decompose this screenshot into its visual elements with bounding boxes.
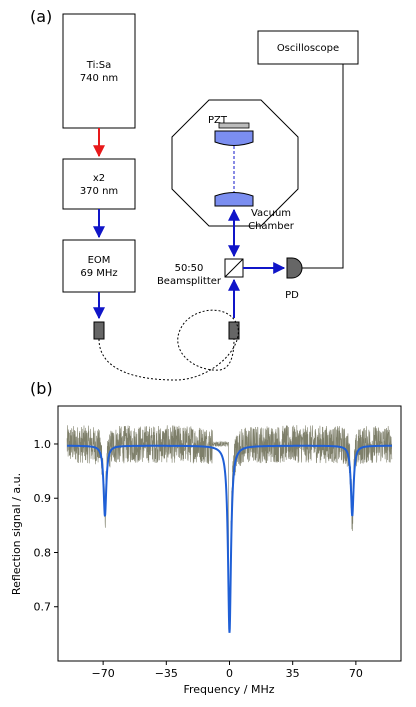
vacuum-chamber [171, 99, 299, 227]
y-tick-label: 0.8 [34, 546, 52, 559]
x-axis-label: Frequency / MHz [183, 683, 274, 696]
oscilloscope-label: Oscilloscope [277, 43, 339, 54]
bottom-cavity-mirror [214, 192, 254, 207]
y-tick-label: 0.9 [34, 492, 52, 505]
beamsplitter-diagonal [224, 258, 244, 278]
eom-box [62, 239, 136, 293]
y-tick-label: 0.7 [34, 601, 52, 614]
x-tick-label: 0 [226, 667, 233, 680]
panel-b-label: (b) [30, 379, 53, 398]
top-cavity-mirror [214, 130, 254, 146]
x-tick-label: 35 [286, 667, 300, 680]
doubler-label: x2 [93, 173, 105, 184]
reflection-plot: −70 −35 0 35 700.70.80.91.0 Frequency / MHz … [10, 405, 402, 696]
chamber-label-line1: Vacuum [251, 208, 291, 219]
fit-series-line [67, 444, 392, 633]
fiber-port-left [93, 321, 105, 340]
x-tick-label: −70 [92, 667, 115, 680]
plot-series [66, 425, 393, 633]
axis-ticks: −70 −35 0 35 70 0.7 0.8 0.9 1.0 [34, 438, 363, 680]
oscilloscope-box [257, 30, 359, 65]
x-tick-label: 70 [349, 667, 363, 680]
x-tick-label: −35 [155, 667, 178, 680]
beamsplitter-label-line1: 50:50 [175, 263, 204, 274]
chamber-label-line2: Chamber [248, 221, 295, 232]
tisa-wavelength: 740 nm [80, 73, 118, 84]
doubler-wavelength: 370 nm [80, 186, 118, 197]
signal-cable [302, 64, 344, 269]
y-axis-label: Reflection signal / a.u. [10, 473, 23, 595]
eom-frequency: 69 MHz [80, 268, 117, 279]
eom-label: EOM [88, 255, 111, 266]
beamsplitter-label-line2: Beamsplitter [157, 276, 222, 287]
y-tick-label: 1.0 [34, 438, 52, 451]
optical-fiber [98, 309, 239, 381]
pzt-actuator [218, 122, 250, 129]
tisa-label: Ti:Sa [86, 60, 111, 71]
panel-a-label: (a) [30, 7, 52, 26]
doubler-box [62, 158, 136, 210]
photodiode [286, 257, 303, 279]
pzt-label: PZT [208, 115, 228, 126]
tisa-laser-box [62, 13, 136, 129]
pd-label: PD [285, 290, 299, 301]
